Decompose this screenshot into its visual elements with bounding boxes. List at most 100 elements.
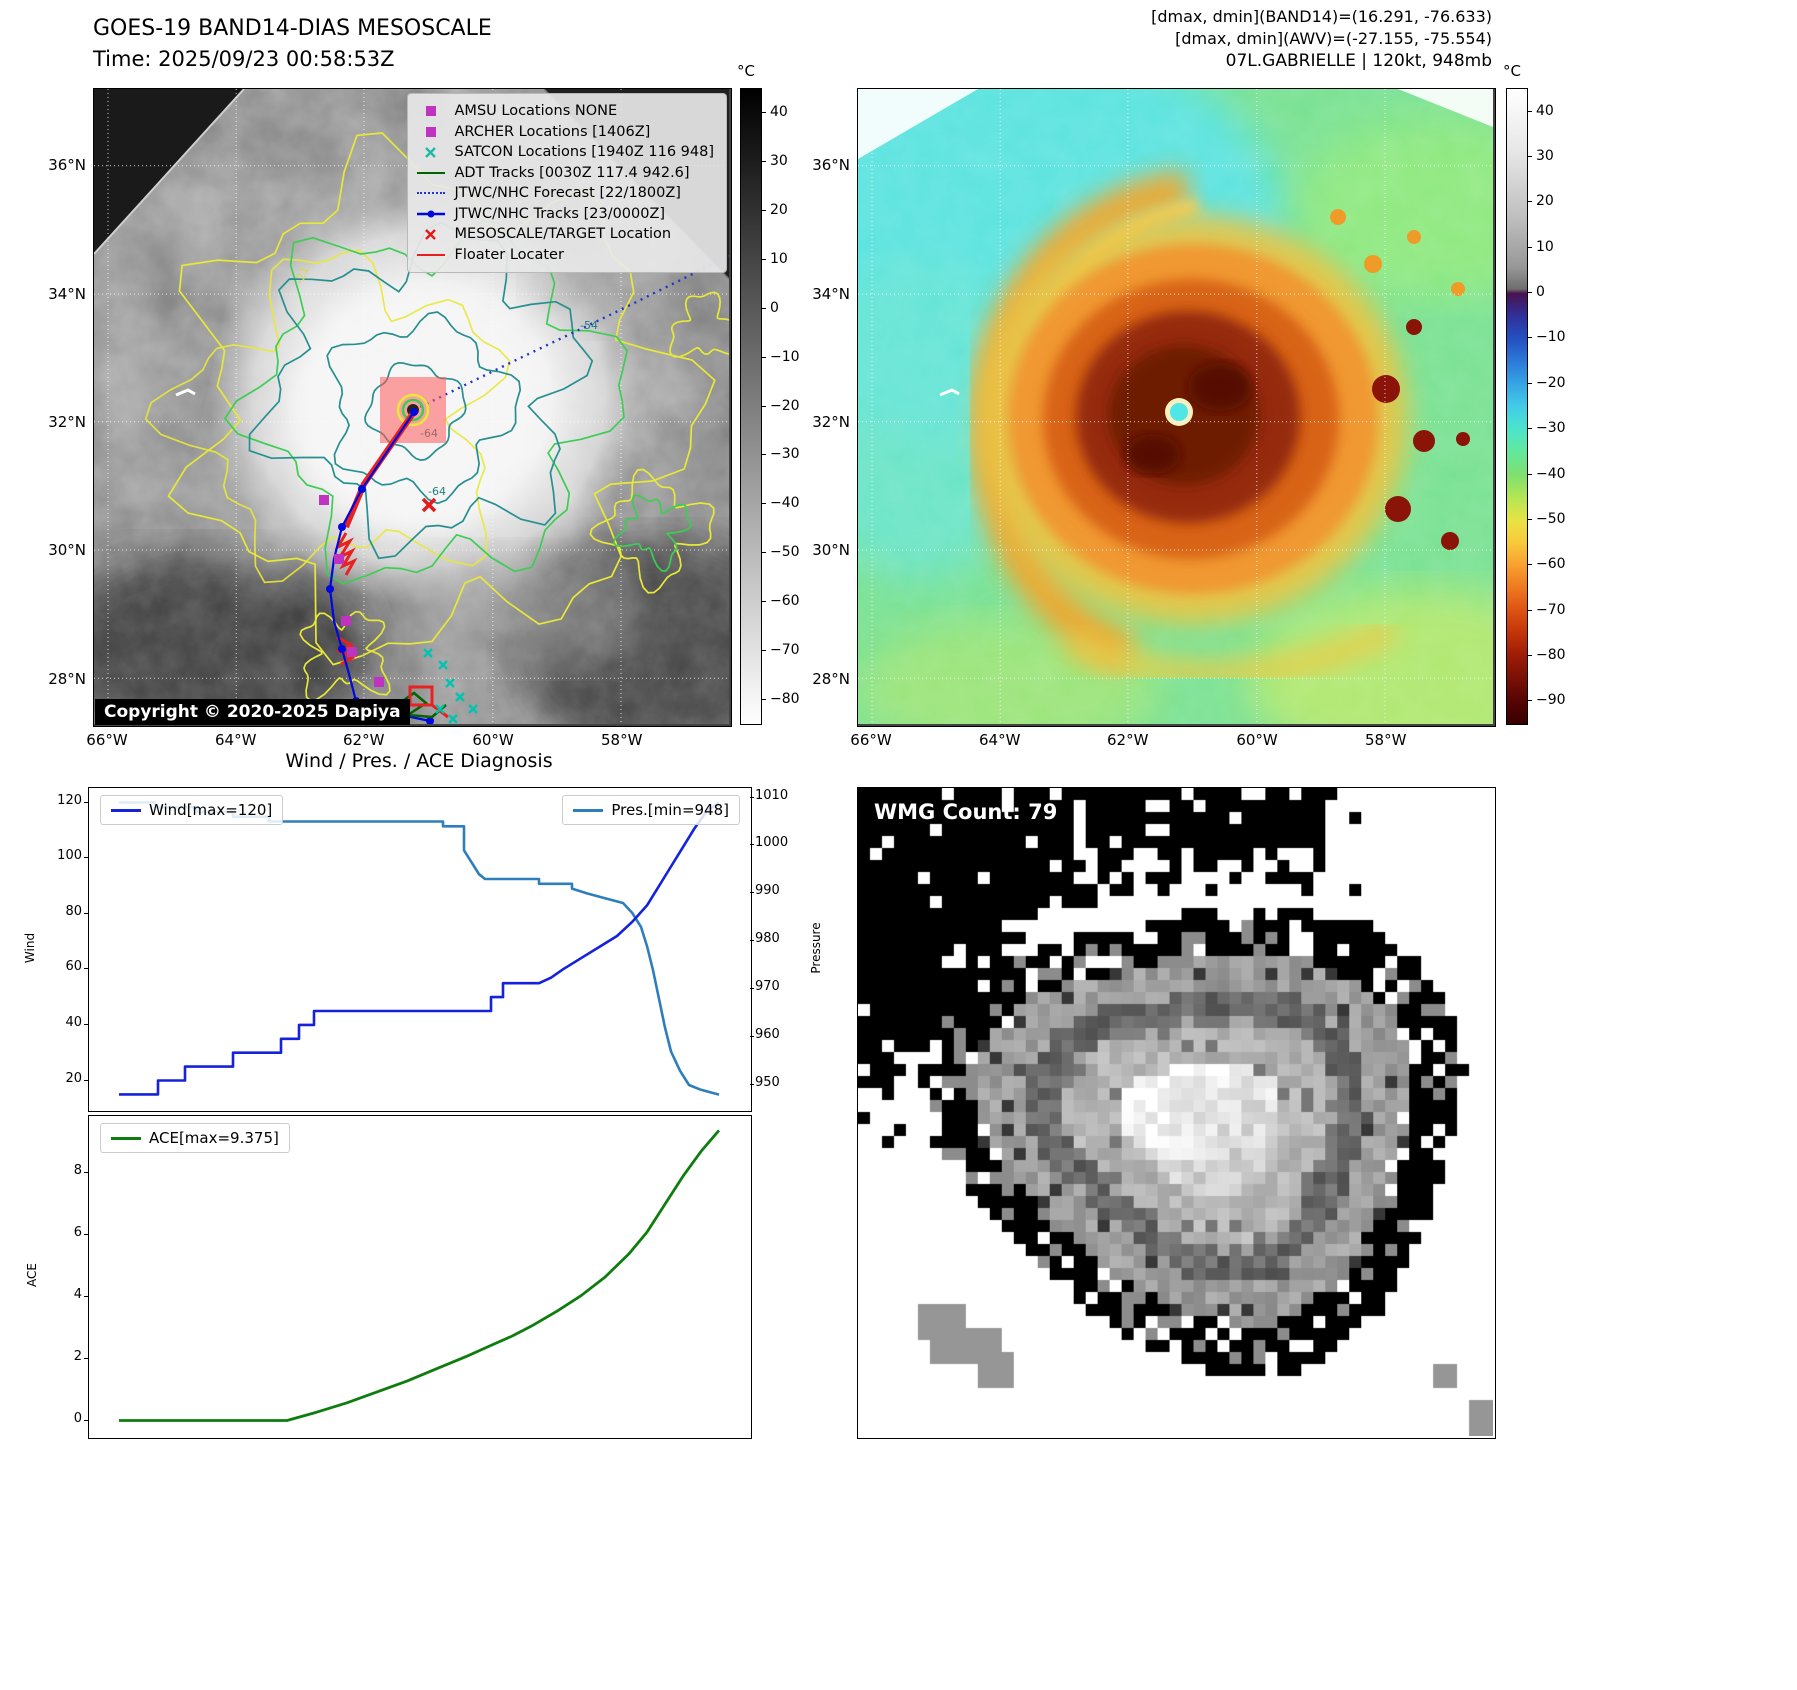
- colorbar-tick-label: −60: [1536, 556, 1566, 573]
- legend-item: ARCHER Locations [1406Z]: [416, 122, 714, 143]
- colorbar-tick-label: 20: [1536, 193, 1554, 210]
- wmg-pixel-image: [858, 788, 1493, 1436]
- legend-item-label: AMSU Locations NONE: [454, 103, 618, 120]
- lon-tick-label: 64°W: [978, 731, 1021, 749]
- legend-item-label: SATCON Locations [1940Z 116 948]: [454, 144, 714, 161]
- lat-axis-band14: 36°N 34°N 32°N 30°N 28°N: [20, 88, 90, 725]
- colorbar-tick-label: 40: [770, 104, 788, 121]
- lat-axis-awv: 36°N 34°N 32°N 30°N 28°N: [784, 88, 854, 725]
- wmg-panel: WMG Count: 79: [857, 787, 1496, 1439]
- legend-item: ADT Tracks [0030Z 117.4 942.6]: [416, 163, 714, 184]
- x-marker-icon: [416, 146, 446, 159]
- y-tick-label: 4: [73, 1287, 82, 1303]
- colorbar-tick-label: −10: [1536, 329, 1566, 346]
- contour-label: -54: [580, 319, 598, 332]
- colorbar-tick-label: −70: [770, 641, 800, 658]
- y-tick-label: 40: [65, 1014, 82, 1030]
- wind-line-swatch: [111, 808, 141, 812]
- legend-item-label: Floater Locater: [454, 246, 564, 263]
- colorbar-tick-label: −50: [770, 544, 800, 561]
- y-tick-label: 0: [73, 1411, 82, 1427]
- colorbar-tick-label: 20: [770, 202, 788, 219]
- legend-item: JTWC/NHC Forecast [22/1800Z]: [416, 183, 714, 204]
- contour-label: -64: [428, 485, 446, 498]
- lat-tick-label: 36°N: [812, 156, 850, 175]
- band14-title: GOES-19 BAND14-DIAS MESOSCALE: [93, 16, 492, 41]
- ace-chart: [88, 1115, 752, 1439]
- target-x-marker: [421, 497, 437, 513]
- diagnosis-chart-title: Wind / Pres. / ACE Diagnosis: [285, 750, 553, 772]
- y-tick-label: 960: [755, 1027, 780, 1043]
- y-tick-label: 80: [65, 903, 82, 919]
- legend-item: JTWC/NHC Tracks [23/0000Z]: [416, 204, 714, 225]
- colorbar-tick-label: 40: [1536, 102, 1554, 119]
- colorbar-tick-label: 30: [1536, 148, 1554, 165]
- ylabel-ace: ACE: [25, 1263, 39, 1287]
- colorbar-tick-label: −30: [1536, 420, 1566, 437]
- ace-line-swatch: [111, 1136, 141, 1140]
- copyright-label: Copyright © 2020-2025 Dapiya: [95, 699, 410, 725]
- colorbar-tick-label: −90: [1536, 692, 1566, 709]
- wind-legend-label: Wind[max=120]: [149, 801, 273, 819]
- colorbar-tick-label: −30: [770, 446, 800, 463]
- dotted-marker-icon: [416, 192, 446, 195]
- square-marker-icon: [416, 106, 446, 117]
- lon-axis-band14: 66°W 64°W 62°W 60°W 58°W: [86, 727, 730, 749]
- lon-tick-label: 64°W: [214, 731, 257, 749]
- lat-tick-label: 32°N: [812, 412, 850, 431]
- ace-legend-label: ACE[max=9.375]: [149, 1129, 279, 1147]
- hurricane-eye: [1170, 403, 1188, 421]
- wind-legend: Wind[max=120]: [100, 795, 284, 825]
- y-tick-label: 100: [57, 848, 82, 864]
- colorbar-tick-label: −70: [1536, 601, 1566, 618]
- colorbar-tick-label: 10: [770, 250, 788, 267]
- line-marker-icon: [416, 253, 446, 256]
- colorbar-tick-label: 10: [1536, 238, 1554, 255]
- colorbar-band14-unit: °C: [737, 62, 755, 80]
- colorbar-tick-label: −60: [770, 592, 800, 609]
- ace-plot: [119, 1129, 721, 1422]
- lon-tick-label: 58°W: [600, 731, 643, 749]
- y-tick-label: 6: [73, 1225, 82, 1241]
- y-tick-label: 60: [65, 959, 82, 975]
- legend-item-label: MESOSCALE/TARGET Location: [454, 226, 672, 243]
- color-ir-satellite-image: [858, 89, 1493, 724]
- lon-axis-awv: 66°W 64°W 62°W 60°W 58°W: [850, 727, 1494, 749]
- lat-tick-label: 34°N: [48, 284, 86, 303]
- lon-tick-label: 60°W: [472, 731, 514, 749]
- legend-item-label: ADT Tracks [0030Z 117.4 942.6]: [454, 164, 690, 181]
- colorbar-tick-label: −10: [770, 348, 800, 365]
- lat-tick-label: 30°N: [48, 541, 86, 560]
- wmg-count-label: WMG Count: 79: [874, 800, 1058, 824]
- ylabel-pressure: Pressure: [809, 922, 823, 974]
- lat-tick-label: 28°N: [48, 670, 86, 689]
- header-dmax-awv: [dmax, dmin](AWV)=(-27.155, -75.554): [1175, 29, 1492, 48]
- colorbar-tick-label: 30: [770, 153, 788, 170]
- colorbar-band14-gradient: [740, 88, 762, 725]
- colorbar-tick-label: 0: [1536, 284, 1545, 301]
- header-dmax-band14: [dmax, dmin](BAND14)=(16.291, -76.633): [1151, 7, 1492, 26]
- wind-series: [119, 801, 720, 1096]
- lon-tick-label: 62°W: [343, 731, 385, 749]
- pressure-line-swatch: [573, 808, 604, 812]
- lon-tick-label: 58°W: [1364, 731, 1407, 749]
- x-marker-icon: [416, 228, 446, 241]
- lon-tick-label: 66°W: [86, 731, 128, 749]
- legend-item: AMSU Locations NONE: [416, 101, 714, 122]
- band14-map-panel: -21 -54 -64 -64: [93, 88, 732, 727]
- contour-label: -21: [293, 265, 312, 287]
- y-tick-label: 8: [73, 1163, 82, 1179]
- y-tick-label: 980: [755, 931, 780, 947]
- square-marker-icon: [416, 126, 446, 137]
- colorbar-tick-label: −40: [770, 495, 800, 512]
- colorbar-tick-label: −50: [1536, 510, 1566, 527]
- header-storm-info: 07L.GABRIELLE | 120kt, 948mb: [1225, 51, 1492, 71]
- tr-header: [dmax, dmin](BAND14)=(16.291, -76.633) […: [1151, 6, 1492, 72]
- lon-tick-label: 60°W: [1236, 731, 1278, 749]
- lat-tick-label: 34°N: [812, 284, 850, 303]
- y-tick-label: 990: [755, 883, 780, 899]
- line-marker-icon: [416, 171, 446, 174]
- colorbar-tick-label: −40: [1536, 465, 1566, 482]
- color-ir-map-panel: [857, 88, 1496, 727]
